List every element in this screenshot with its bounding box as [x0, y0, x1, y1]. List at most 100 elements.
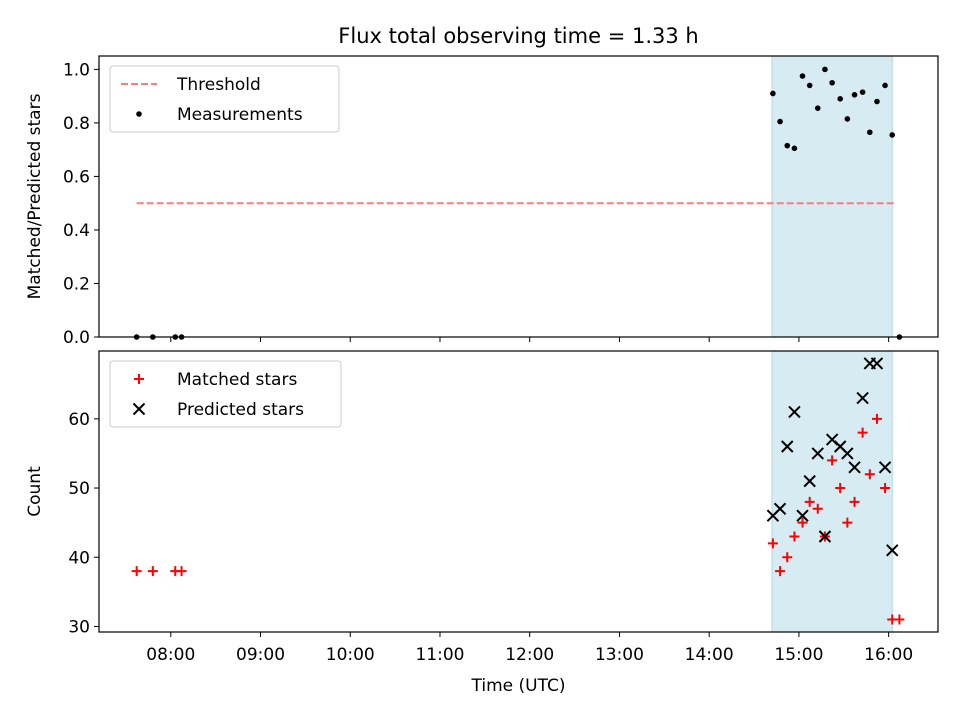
bottom-xtick-label-4: 12:00 — [505, 645, 554, 665]
top-ytick-label-0: 0.0 — [63, 328, 90, 348]
legend-predicted-x — [132, 402, 146, 416]
measurements-point-12 — [829, 79, 835, 86]
bottom-axes-frame — [98, 350, 939, 633]
predicted-stars-point-15 — [878, 461, 892, 474]
measurements-point-11 — [822, 66, 828, 73]
legend-measurements-symbol — [136, 111, 142, 117]
measurements-point-14 — [844, 116, 851, 122]
bottom-ytick-label-3: 60 — [68, 410, 90, 430]
measurements-point-13 — [837, 96, 843, 102]
matched-stars-point-8 — [797, 517, 808, 528]
matched-stars-point-5 — [775, 566, 786, 577]
measurements-point-4 — [770, 90, 776, 97]
matched-stars-point-18 — [871, 413, 882, 424]
measurements-point-6 — [784, 142, 791, 149]
matched-stars-point-15 — [849, 496, 860, 507]
predicted-stars-point-11 — [848, 461, 861, 474]
bottom-shaded-region — [771, 350, 893, 633]
legend-matched-stars-label: Matched stars — [177, 370, 297, 390]
predicted-stars-point-7 — [818, 530, 832, 543]
top-shaded-region — [771, 55, 893, 338]
legend-matched-plus — [134, 374, 144, 384]
bottom-x-axis-label: Time (UTC) — [471, 676, 566, 696]
predicted-stars-point-10 — [841, 447, 854, 460]
bottom-xtick-label-7: 15:00 — [774, 645, 823, 665]
measurements-point-18 — [874, 98, 880, 105]
measurements-point-8 — [799, 73, 806, 79]
top-observing-window — [771, 55, 893, 338]
top-legend: Threshold Measurements — [109, 65, 340, 133]
matched-stars-point-14 — [842, 517, 853, 528]
matched-stars-point-12 — [827, 455, 838, 466]
bottom-xtick-label-5: 13:00 — [595, 645, 644, 665]
matched-stars-point-16 — [857, 427, 868, 438]
measurements-point-15 — [851, 92, 858, 98]
bottom-xtick-label-2: 10:00 — [326, 645, 375, 665]
predicted-stars-point-16 — [886, 544, 899, 557]
matched-stars-point-21 — [894, 614, 905, 625]
measurements-point-5 — [777, 118, 783, 125]
matched-stars-point-6 — [782, 552, 793, 563]
measurements-point-17 — [867, 129, 873, 136]
top-marks — [133, 66, 903, 340]
matched-stars-point-10 — [812, 503, 823, 514]
measurements-point-7 — [791, 145, 798, 152]
bottom-legend: Matched stars Predicted stars — [109, 360, 342, 428]
matched-stars-series — [131, 413, 905, 625]
top-ytick-label-5: 1.0 — [63, 60, 90, 80]
matched-stars-point-7 — [789, 531, 800, 542]
bottom-xtick-label-6: 14:00 — [685, 645, 734, 665]
bottom-marks — [131, 357, 905, 625]
bottom-xtick-label-3: 11:00 — [415, 645, 464, 665]
measurements-point-9 — [806, 82, 813, 89]
matched-stars-point-3 — [176, 566, 187, 577]
legend-predicted-stars-label: Predicted stars — [177, 400, 304, 420]
matched-stars-point-4 — [767, 538, 778, 549]
measurements-point-20 — [889, 132, 896, 138]
predicted-stars-point-14 — [870, 357, 884, 370]
top-axes-frame — [98, 55, 939, 338]
matched-stars-point-13 — [835, 483, 846, 494]
top-title: Flux total observing time = 1.33 h — [338, 24, 698, 48]
top-axes: 0.0 0.2 0.4 0.6 0.8 1.0 — [63, 55, 939, 348]
top-ytick-label-2: 0.4 — [63, 221, 90, 241]
matched-stars-point-1 — [147, 566, 158, 577]
predicted-stars-series — [766, 357, 899, 557]
bottom-panel: 30 40 50 60 08:00 09:00 10:00 11:00 12:00 13:00 14… — [25, 350, 939, 696]
measurements-point-19 — [882, 82, 888, 89]
predicted-stars-point-6 — [811, 447, 824, 460]
legend-measurements-label: Measurements — [177, 105, 303, 125]
matched-stars-point-19 — [880, 483, 891, 494]
top-panel: 0.0 0.2 0.4 0.6 0.8 1.0 Flux total observing … — [25, 24, 939, 348]
bottom-y-axis-label: Count — [25, 466, 45, 517]
measurements-point-10 — [814, 105, 821, 111]
matched-stars-point-17 — [864, 469, 875, 480]
predicted-stars-point-5 — [803, 474, 816, 488]
top-legend-box — [109, 65, 340, 133]
legend-matched-stars-symbol — [134, 374, 144, 384]
matched-stars-point-9 — [804, 496, 815, 507]
predicted-stars-point-3 — [788, 405, 801, 419]
bottom-ytick-label-1: 40 — [68, 548, 90, 568]
top-ytick-label-1: 0.2 — [63, 274, 90, 294]
bottom-legend-box — [109, 360, 342, 428]
bottom-axes: 30 40 50 60 08:00 09:00 10:00 11:00 12:00 13:00 14… — [68, 350, 939, 665]
top-y-axis-label: Matched/Predicted stars — [25, 93, 45, 299]
predicted-stars-point-12 — [856, 391, 869, 405]
legend-threshold-label: Threshold — [176, 75, 261, 95]
matched-stars-point-0 — [131, 566, 142, 577]
measurements-point-16 — [859, 89, 866, 95]
legend-predicted-stars-symbol — [132, 402, 146, 416]
bottom-ytick-label-2: 50 — [68, 479, 90, 499]
predicted-stars-point-1 — [773, 502, 787, 516]
bottom-ytick-label-0: 30 — [68, 617, 90, 637]
bottom-xtick-label-0: 08:00 — [146, 645, 195, 665]
measurements-series — [133, 66, 903, 340]
bottom-xtick-label-1: 09:00 — [236, 645, 285, 665]
top-ytick-label-3: 0.6 — [63, 167, 90, 187]
bottom-observing-window — [771, 350, 893, 633]
predicted-stars-point-2 — [781, 440, 794, 453]
top-ytick-label-4: 0.8 — [63, 114, 90, 134]
